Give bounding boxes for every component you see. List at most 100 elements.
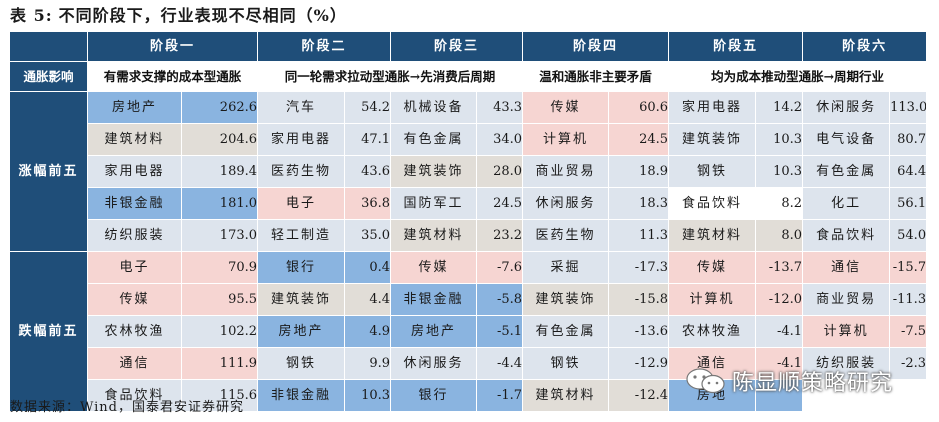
industry-name-cell: 建筑材料 <box>87 123 182 156</box>
return-value-cell: 70.9 <box>180 251 259 284</box>
return-value-cell: 95.5 <box>180 283 259 316</box>
industry-name-cell: 商业贸易 <box>802 283 891 316</box>
return-value-cell: 14.2 <box>755 91 804 124</box>
industry-name-cell: 建筑材料 <box>522 379 610 412</box>
table-row: 传媒 95.5 建筑装饰 4.4 非银金融 -5.8 建筑装饰 -15.8 计算机 -12.0 商业… <box>10 283 928 316</box>
table-row: 家用电器 189.4 医药生物 43.6 建筑装饰 28.0 商业贸易 18.9 钢铁 10.3 有… <box>10 155 928 188</box>
return-value-cell: 8.2 <box>755 187 804 220</box>
return-value-cell: 111.9 <box>180 347 259 380</box>
return-value-cell: 10.3 <box>755 123 804 156</box>
industry-name-cell: 食品饮料 <box>668 187 757 220</box>
industry-name-cell: 采掘 <box>522 251 610 284</box>
industry-name-cell: 纺织服装 <box>802 347 891 380</box>
stage-2-3-description: 同一轮需求拉动型通胀→先消费后周期 <box>257 61 524 92</box>
return-value-cell: -5.1 <box>476 315 524 348</box>
return-value-cell: 11.3 <box>608 219 670 252</box>
table-row: 农林牧渔 102.2 房地产 4.9 房地产 -5.1 有色金属 -13.6 农林牧渔 -4.1 计… <box>10 315 928 348</box>
industry-name-cell: 通信 <box>802 251 891 284</box>
return-value-cell: 204.6 <box>180 123 259 156</box>
return-value-cell: 24.5 <box>476 187 524 220</box>
return-value-cell: 47.1 <box>344 123 392 156</box>
industry-name-cell: 电气设备 <box>802 123 891 156</box>
return-value-cell: 35.0 <box>344 219 392 252</box>
watermark-text: 陈显顺策略研究 <box>732 371 894 396</box>
industry-name-cell: 传媒 <box>87 283 182 316</box>
return-value-cell: 189.4 <box>180 155 259 188</box>
industry-name-cell: 钢铁 <box>668 155 757 188</box>
industry-name-cell: 医药生物 <box>522 219 610 252</box>
table-title: 表 5: 不同阶段下，行业表现不尽相同（%） <box>10 4 347 28</box>
industry-name-cell: 国防军工 <box>390 187 478 220</box>
return-value-cell: 181.0 <box>180 187 259 220</box>
stage-3-header: 阶段三 <box>390 31 524 62</box>
return-value-cell: -4.4 <box>476 347 524 380</box>
table-number: 表 5: <box>10 6 53 25</box>
return-value-cell <box>755 379 804 412</box>
industry-name-cell: 休闲服务 <box>522 187 610 220</box>
return-value-cell: 24.5 <box>608 123 670 156</box>
stage-5-header: 阶段五 <box>668 31 804 62</box>
return-value-cell: -13.6 <box>608 315 670 348</box>
return-value-cell: -12.0 <box>755 283 804 316</box>
industry-name-cell: 非银金融 <box>390 283 478 316</box>
return-value-cell: -12.4 <box>608 379 670 412</box>
industry-name-cell: 食品饮料 <box>802 219 891 252</box>
stage-1-header: 阶段一 <box>86 31 259 62</box>
industry-name-cell: 建筑装饰 <box>257 283 346 316</box>
return-value-cell: 43.6 <box>344 155 392 188</box>
return-value-cell: -17.3 <box>608 251 670 284</box>
return-value-cell: 10.3 <box>755 155 804 188</box>
data-source-note: 数据来源：Wind，国泰君安证券研究 <box>10 400 244 415</box>
return-value-cell: 8.0 <box>755 219 804 252</box>
industry-performance-table: 阶段一 阶段二 阶段三 阶段四 阶段五 阶段六 通胀影响 有需求支撑的成本型通胀… <box>9 31 928 412</box>
return-value-cell: 56.1 <box>889 187 928 220</box>
inflation-impact-row: 通胀影响 有需求支撑的成本型通胀 同一轮需求拉动型通胀→先消费后周期 温和通胀非… <box>9 61 928 92</box>
industry-name-cell: 有色金属 <box>802 155 891 188</box>
industry-name-cell: 食品饮料 <box>87 379 182 412</box>
return-value-cell: 4.4 <box>344 283 392 316</box>
industry-name-cell: 传媒 <box>522 91 610 124</box>
return-value-cell: 23.2 <box>476 219 524 252</box>
industry-name-cell: 非银金融 <box>87 187 182 220</box>
stage-4-header: 阶段四 <box>522 31 670 62</box>
table-row: 通信 111.9 钢铁 9.9 休闲服务 -4.4 钢铁 -12.9 通信 -4.1 纺织服装 -2.… <box>10 347 928 380</box>
industry-name-cell: 传媒 <box>668 251 757 284</box>
stage-1-description: 有需求支撑的成本型通胀 <box>86 61 259 92</box>
industry-name-cell: 化工 <box>802 187 891 220</box>
return-value-cell: 4.9 <box>344 315 392 348</box>
top-gainers-label: 涨幅前五 <box>9 91 88 252</box>
return-value-cell: 115.6 <box>180 379 259 412</box>
industry-name-cell: 家用电器 <box>668 91 757 124</box>
return-value-cell: -11.3 <box>889 283 928 316</box>
table-row: 食品饮料 115.6 非银金融 10.3 银行 -1.7 建筑材料 -12.4 房地 <box>10 379 928 412</box>
top-losers-label: 跌幅前五 <box>9 251 88 412</box>
industry-name-cell: 计算机 <box>802 315 891 348</box>
industry-name-cell: 银行 <box>257 251 346 284</box>
industry-name-cell: 机械设备 <box>390 91 478 124</box>
return-value-cell: 9.9 <box>344 347 392 380</box>
industry-name-cell: 电子 <box>87 251 182 284</box>
industry-name-cell: 钢铁 <box>522 347 610 380</box>
industry-name-cell: 纺织服装 <box>87 219 182 252</box>
inflation-impact-label: 通胀影响 <box>9 61 88 92</box>
stage-5-6-description: 均为成本推动型通胀→周期行业 <box>668 61 928 92</box>
return-value-cell: 60.6 <box>608 91 670 124</box>
industry-name-cell: 农林牧渔 <box>668 315 757 348</box>
industry-name-cell: 家用电器 <box>87 155 182 188</box>
return-value-cell: -15.7 <box>889 251 928 284</box>
stage-6-header: 阶段六 <box>802 31 928 62</box>
return-value-cell: 43.3 <box>476 91 524 124</box>
return-value-cell: -7.6 <box>476 251 524 284</box>
return-value-cell: 173.0 <box>180 219 259 252</box>
industry-name-cell: 建筑装饰 <box>390 155 478 188</box>
return-value-cell: -13.7 <box>755 251 804 284</box>
table-row: 纺织服装 173.0 轻工制造 35.0 建筑材料 23.2 医药生物 11.3 建筑材料 8.0… <box>10 219 928 252</box>
return-value-cell: 34.0 <box>476 123 524 156</box>
return-value-cell: -1.7 <box>476 379 524 412</box>
industry-name-cell: 传媒 <box>390 251 478 284</box>
return-value-cell: 18.9 <box>608 155 670 188</box>
industry-name-cell: 休闲服务 <box>802 91 891 124</box>
industry-name-cell: 家用电器 <box>257 123 346 156</box>
return-value-cell <box>889 379 928 412</box>
industry-name-cell: 医药生物 <box>257 155 346 188</box>
